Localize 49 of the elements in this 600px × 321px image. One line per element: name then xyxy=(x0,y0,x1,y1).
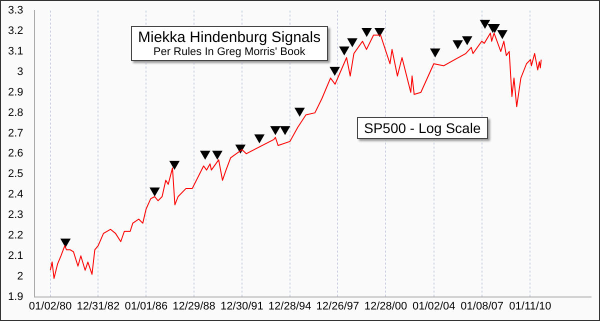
x-tick-label: 12/30/91 xyxy=(220,300,264,312)
y-tick-label: 2.1 xyxy=(8,250,24,262)
point xyxy=(254,134,264,143)
y-tick-label: 3.3 xyxy=(8,4,24,17)
y-tick-label: 2 xyxy=(17,270,24,282)
point xyxy=(330,66,340,76)
point xyxy=(430,48,440,57)
point xyxy=(280,126,290,135)
point xyxy=(347,38,358,47)
point xyxy=(60,238,70,248)
x-tick-label: 12/28/94 xyxy=(268,300,312,312)
y-tick-label: 2.4 xyxy=(8,188,24,201)
x-tick-label: 01/01/86 xyxy=(124,300,168,312)
point xyxy=(236,144,246,154)
point xyxy=(170,160,180,170)
y-tick-label: 2.3 xyxy=(8,209,24,222)
x-tick-label: 12/26/97 xyxy=(316,300,360,312)
x-tick-label: 01/08/07 xyxy=(460,300,504,312)
point xyxy=(270,126,280,135)
text: Miekka Hindenburg Signals xyxy=(138,29,321,46)
point xyxy=(452,40,463,49)
y-tick-label: 2.6 xyxy=(8,148,24,160)
y-tick-label: 1.9 xyxy=(8,290,24,303)
x-tick-label: 01/02/04 xyxy=(412,300,456,312)
point xyxy=(362,28,372,37)
point xyxy=(294,108,304,116)
x-tick-label: 01/11/10 xyxy=(509,300,552,312)
y-tick-label: 2.9 xyxy=(8,86,24,98)
y-tick-label: 2.5 xyxy=(8,168,24,180)
x-tick-label: 12/31/82 xyxy=(76,300,120,312)
annotation: SP500 - Log Scale xyxy=(357,117,488,139)
point xyxy=(150,187,160,196)
point xyxy=(480,20,490,28)
point xyxy=(200,150,210,160)
point xyxy=(212,150,222,160)
y-tick-label: 3.2 xyxy=(8,25,24,38)
point xyxy=(339,46,350,55)
y-tick-label: 3 xyxy=(17,66,24,78)
point xyxy=(374,28,384,37)
x-tick-label: 12/29/88 xyxy=(172,300,216,312)
point xyxy=(462,36,472,45)
text: Per Rules In Greg Morris' Book xyxy=(152,46,306,58)
point xyxy=(498,30,508,39)
y-tick-label: 3.1 xyxy=(8,46,24,58)
x-tick-label: 01/02/80 xyxy=(28,300,72,312)
y-tick-label: 2.2 xyxy=(8,230,24,242)
y-tick-label: 2.7 xyxy=(8,127,24,140)
y-tick-label: 2.8 xyxy=(8,106,24,119)
x-tick-label: 12/28/00 xyxy=(364,300,408,312)
